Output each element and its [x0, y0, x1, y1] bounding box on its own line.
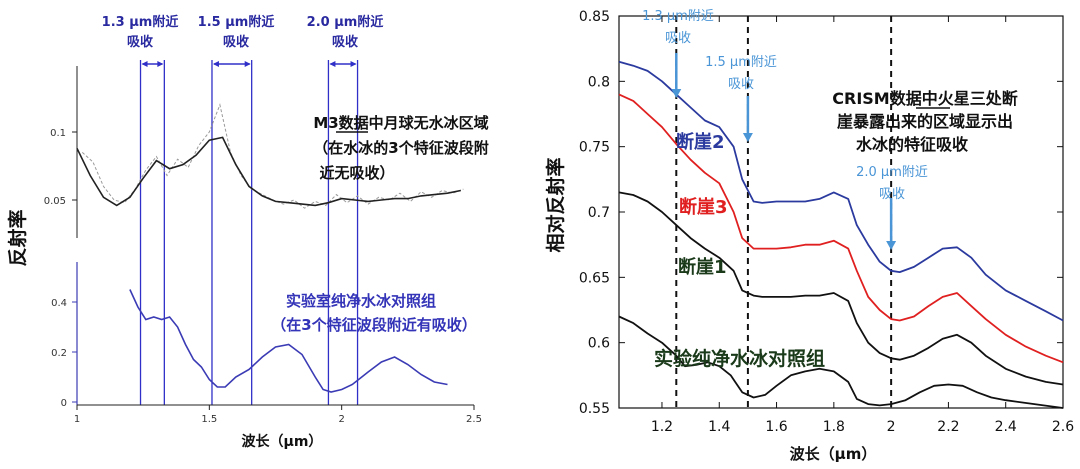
left-x-tick-label: 1 — [74, 414, 80, 425]
moon-annotation: M3数据中月球无水冰区域 （在水冰的3个特征波段附 近无吸收） — [313, 114, 488, 182]
series-label-cliff2: 断崖2 — [676, 131, 725, 153]
left-x-axis: 1 1.5 2 2.5 — [74, 404, 482, 425]
band-arrowhead-right — [350, 61, 357, 67]
band-arrowhead-right — [157, 61, 164, 67]
mars-annotation-line-3: 水冰的特征吸收 — [856, 135, 968, 154]
mars-annotation: CRISM数据中火星三处断 崖暴露出来的区域显示出 水冰的特征吸收 — [832, 89, 1017, 154]
right-x-tick-label: 1.6 — [765, 419, 787, 435]
lab-ice-annotation-line-2: （在3个特征波段附近有吸收） — [271, 316, 476, 334]
upper-y-tick-label: 0.1 — [50, 128, 66, 139]
lower-y-tick-label: 0 — [61, 398, 67, 409]
right-y-tick-label: 0.65 — [579, 270, 610, 286]
series-cliff-2 — [618, 60, 1064, 322]
lower-y-tick-label: 0.2 — [51, 348, 67, 359]
left-x-tick-label: 2.5 — [466, 414, 482, 425]
right-x-tick-label: 2.6 — [1052, 419, 1074, 435]
arrow-head — [671, 89, 682, 98]
moon-annotation-line-2: （在水冰的3个特征波段附 — [313, 139, 488, 157]
left-x-tick-label: 2 — [338, 414, 344, 425]
right-x-tick-label: 1.8 — [823, 419, 845, 435]
right-x-tick-label: 2.4 — [995, 419, 1017, 435]
arrow-head — [742, 133, 753, 142]
right-x-tick-label: 1.2 — [651, 419, 673, 435]
band-label-line-1: 1.5 μm附近 — [198, 14, 275, 30]
band-label-line-1: 1.3 μm附近 — [102, 14, 179, 30]
right-y-tick-label: 0.8 — [588, 74, 610, 90]
arrow-label-line-2: 吸收 — [665, 31, 691, 46]
right-x-tick-label: 2 — [887, 419, 896, 435]
band-arrowhead-left — [212, 61, 219, 67]
band-arrowhead-left — [329, 61, 336, 67]
series-lab-ice — [129, 289, 448, 393]
left-x-tick-label: 1.5 — [201, 414, 217, 425]
right-x-tick-label: 2.2 — [937, 419, 959, 435]
right-y-tick-label: 0.85 — [579, 9, 610, 25]
moon-annotation-line-1: M3数据中月球无水冰区域 — [313, 114, 488, 132]
series-cliff-1 — [618, 191, 1064, 386]
band-label-line-1: 2.0 μm附近 — [307, 14, 384, 30]
series-cliff-3 — [618, 93, 1064, 364]
right-y-axis-label: 相对反射率 — [544, 157, 567, 252]
lab-ice-annotation-line-1: 实验室纯净水冰对照组 — [286, 292, 436, 310]
left-x-axis-label: 波长（μm） — [242, 433, 323, 450]
series-label-lab-ice: 实验纯净水冰对照组 — [654, 347, 825, 370]
mars-annotation-line-1: CRISM数据中火星三处断 — [832, 89, 1017, 108]
upper-subplot: 0.05 0.1 — [44, 66, 464, 238]
arrow-label-line-1: 1.3 μm附近 — [642, 9, 714, 24]
right-y-tick-label: 0.6 — [588, 336, 610, 352]
right-axis-ticks: 1.2 1.4 1.6 1.8 2 2.2 2.4 2.6 0.55 0.6 0.65 0.7 0.75… — [579, 9, 1074, 435]
lab-ice-annotation: 实验室纯净水冰对照组 （在3个特征波段附近有吸收） — [271, 292, 476, 334]
right-x-tick-label: 1.4 — [708, 419, 730, 435]
band-label-line-2: 吸收 — [223, 34, 250, 50]
right-y-tick-label: 0.55 — [579, 401, 610, 417]
mars-annotation-line-2: 崖暴露出来的区域显示出 — [836, 112, 1013, 131]
series-label-cliff3: 断崖3 — [679, 196, 728, 218]
band-label-line-2: 吸收 — [332, 34, 359, 50]
arrow-label-line-2: 吸收 — [879, 187, 905, 202]
series-labels: 断崖2 断崖3 断崖1 实验纯净水冰对照组 — [654, 131, 825, 370]
arrow-label-line-2: 吸收 — [728, 77, 754, 92]
right-series — [618, 60, 1064, 409]
band-label-line-2: 吸收 — [127, 34, 154, 50]
arrow-label-line-1: 2.0 μm附近 — [856, 165, 928, 180]
arrow-head — [886, 241, 897, 250]
right-y-tick-label: 0.75 — [579, 140, 610, 156]
right-panel: 1.2 1.4 1.6 1.8 2 2.2 2.4 2.6 0.55 0.6 0.65 0.7 0.75… — [544, 9, 1074, 463]
lower-y-tick-label: 0.4 — [51, 298, 67, 309]
lower-subplot: 0 0.2 0.4 — [51, 262, 448, 409]
moon-annotation-line-3: 近无吸收） — [319, 164, 394, 182]
right-x-axis-label: 波长（μm） — [790, 445, 877, 463]
band-arrowhead-right — [244, 61, 251, 67]
upper-y-tick-label: 0.05 — [44, 196, 66, 207]
left-y-axis-label: 反射率 — [6, 209, 29, 266]
right-y-tick-label: 0.7 — [588, 205, 610, 221]
series-label-cliff1: 断崖1 — [678, 256, 727, 278]
series-lab-ice-control — [618, 315, 1064, 409]
band-arrowhead-left — [141, 61, 148, 67]
arrow-label-line-1: 1.5 μm附近 — [705, 55, 777, 70]
series-m3-smoothed — [76, 136, 461, 207]
